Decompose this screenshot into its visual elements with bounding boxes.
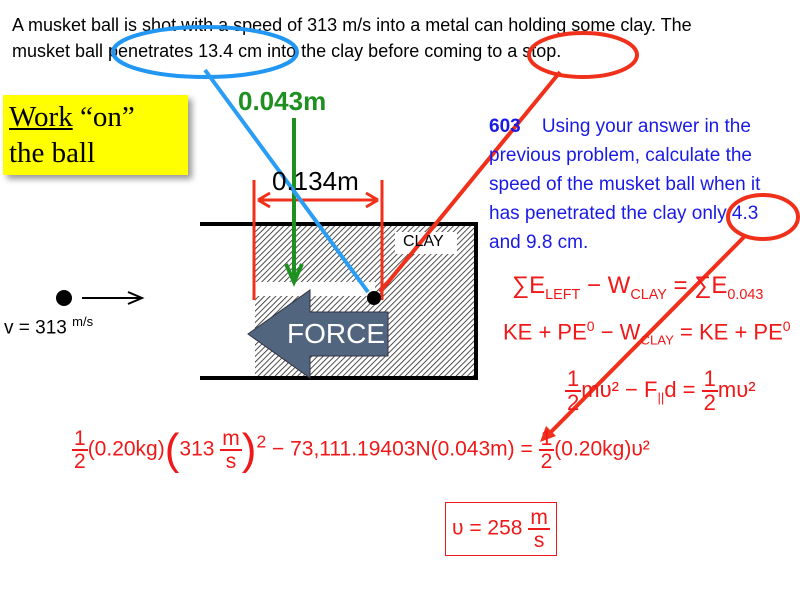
sum-energy-term: ∑E: [512, 272, 546, 299]
clay-subscript: CLAY: [640, 332, 674, 348]
clay-subscript: CLAY: [630, 286, 667, 303]
work-term: − W: [580, 272, 631, 299]
velocity-unit: m/s: [72, 314, 94, 329]
unit-numerator: m: [220, 427, 242, 451]
force-arrow: [247, 289, 389, 379]
red-distance: 0.134m: [272, 166, 359, 196]
denominator: 2: [74, 450, 86, 473]
zero-marker: 0: [586, 318, 595, 334]
depth-highlight-ellipse: [726, 193, 800, 241]
question-text: 603 Using your answer in the previous pr…: [489, 112, 760, 257]
distance-subscript: 0.043: [727, 286, 764, 303]
denominator: 2: [703, 390, 716, 415]
denominator: 2: [567, 390, 580, 415]
red-arrow-2-head: [540, 426, 556, 442]
red-arrow-2: [543, 234, 747, 440]
question-text-4: has penetrated the clay only 4.3: [489, 203, 759, 224]
unit-numerator: m: [528, 506, 550, 530]
zero-marker: 0: [782, 318, 791, 334]
final-kinetic-term: (0.20kg)υ²: [554, 437, 650, 461]
ball-icon: [56, 290, 72, 306]
equation-2: KE + PE0 − WCLAY = KE + PE0: [503, 318, 791, 348]
force-label: FORCE: [287, 318, 385, 349]
clay-label: CLAY: [403, 233, 444, 250]
left-subscript: LEFT: [545, 286, 581, 303]
question-text-5: and 9.8 cm.: [489, 232, 589, 253]
numerator: 1: [538, 427, 555, 451]
clay-label-background: [395, 232, 457, 254]
question-line-1: 603 Using your answer in the: [489, 112, 760, 141]
question-number: 603: [489, 116, 521, 137]
numerator: 1: [72, 427, 88, 451]
question-text-3: speed of the musket ball when it: [489, 174, 761, 195]
speed-value: 313: [179, 437, 215, 461]
problem-text: A musket ball is shot with a speed of 31…: [12, 15, 692, 61]
kinetic-term: mυ²: [717, 376, 756, 402]
musket-ball: [367, 291, 381, 305]
answer-value: υ = 258: [452, 516, 523, 540]
work-value-term: − 73,111.19403N(0.043m) =: [272, 437, 539, 461]
equation-1: ∑ELEFT − WCLAY = ∑E0.043: [512, 272, 763, 303]
distance-arrow: [257, 191, 379, 209]
question-text-2: previous problem, calculate the: [489, 145, 752, 166]
red-arrow: [378, 70, 562, 294]
work-term: − W: [594, 319, 641, 345]
kinetic-minus-force-term: mυ² − F: [581, 376, 658, 402]
green-arrow: [284, 118, 304, 287]
open-bracket: (: [164, 425, 180, 474]
equation-3: 1 2 mυ² − F||d = 1 2 mυ²: [565, 368, 756, 414]
work-on-ball-label: Work “on” the ball: [3, 95, 188, 175]
question-text-1: Using your answer in the: [541, 116, 751, 137]
denominator: 2: [540, 450, 553, 473]
stop-highlight-ellipse: [527, 31, 639, 79]
equation-4: 1 2 (0.20kg)(313 m s)2 − 73,111.19403N(0.04…: [72, 425, 650, 475]
energy-terms-left: KE + PE: [503, 319, 587, 345]
numerator: 1: [701, 366, 718, 392]
energy-terms-right: = KE + PE: [673, 319, 783, 345]
unit-denominator: s: [225, 450, 237, 473]
close-bracket: ): [241, 425, 257, 474]
unit-denominator: s: [533, 529, 545, 552]
velocity-label: v = 313 m/s: [4, 314, 93, 339]
blue-arrow: [203, 68, 370, 294]
square-exponent: 2: [256, 431, 267, 452]
highlight-ellipse: [111, 25, 299, 79]
numerator: 1: [565, 366, 582, 392]
parallel-subscript: ||: [657, 390, 665, 406]
green-distance: 0.043m: [238, 86, 327, 116]
bore-channel: [255, 282, 375, 296]
velocity-arrow: [82, 291, 145, 305]
mass-value: (0.20kg): [87, 437, 165, 461]
velocity-value: v = 313: [4, 317, 67, 339]
distance-term: d =: [664, 376, 702, 402]
sum-energy-term-right: = ∑E: [666, 272, 728, 299]
